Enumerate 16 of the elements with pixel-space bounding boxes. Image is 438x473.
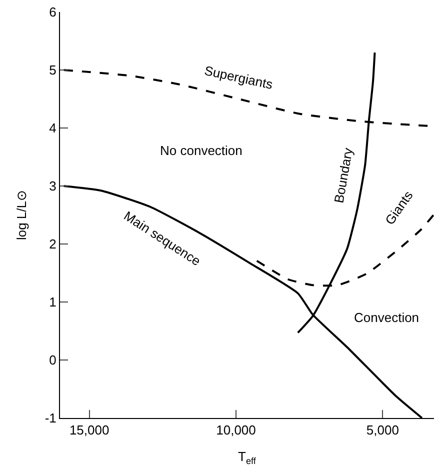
y-tick-label: 3 — [49, 178, 56, 194]
y-tick-label: 2 — [49, 236, 56, 252]
y-tick-label: 6 — [49, 4, 56, 20]
x-tick-label: 5,000 — [366, 422, 399, 438]
y-tick-label: -1 — [44, 410, 56, 426]
x-axis-title: T$_{eff}$ — [238, 449, 256, 466]
annotation: Convection — [354, 310, 420, 325]
x-tick-label: 10,000 — [216, 422, 256, 438]
annotation: No convection — [160, 143, 242, 158]
y-axis-title: log L/L⊙ — [14, 190, 29, 240]
y-tick-label: 0 — [49, 352, 56, 368]
y-tick-label: 5 — [49, 62, 56, 78]
text: Boundary — [331, 146, 356, 204]
x-tick-label: 15,000 — [69, 422, 110, 438]
y-tick-label: 1 — [49, 294, 56, 310]
y-tick-label: 4 — [49, 120, 56, 136]
